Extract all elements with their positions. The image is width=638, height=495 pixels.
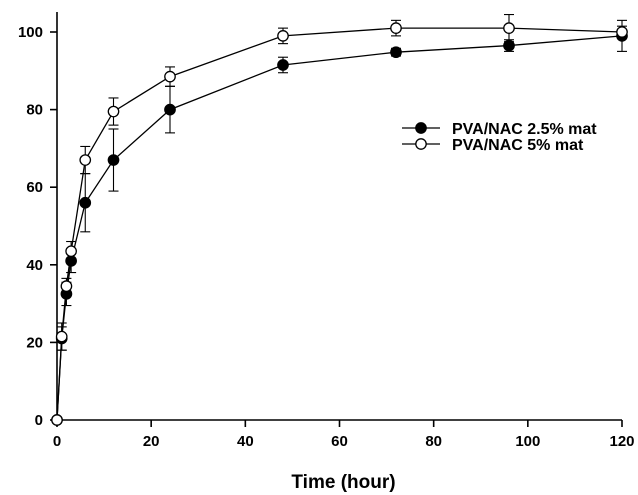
data-point xyxy=(79,196,92,209)
y-tick-label: 40 xyxy=(26,257,43,274)
data-point xyxy=(79,154,92,166)
legend-entry: PVA/NAC 2.5% mat xyxy=(402,121,597,138)
data-point xyxy=(60,280,73,292)
axes xyxy=(56,12,622,421)
data-point xyxy=(390,46,402,59)
x-tick-label: 60 xyxy=(331,433,348,450)
legend-label: PVA/NAC 2.5% mat xyxy=(452,121,597,138)
data-point xyxy=(107,105,120,118)
data-point xyxy=(51,414,63,426)
x-axis-ticks: 0 20 40 60 80 100 120 xyxy=(53,420,635,450)
data-point xyxy=(616,26,628,38)
y-tick-label: 0 xyxy=(35,412,43,429)
y-tick-label: 20 xyxy=(26,334,43,351)
x-tick-label: 0 xyxy=(53,433,61,450)
series-1 xyxy=(51,19,628,426)
data-point xyxy=(107,154,120,166)
x-tick-label: 120 xyxy=(609,433,634,450)
series-line xyxy=(56,27,623,421)
plot-area xyxy=(51,13,628,426)
legend-marker xyxy=(415,122,427,134)
x-tick-label: 80 xyxy=(425,433,442,450)
data-point xyxy=(390,22,402,34)
legend-marker xyxy=(415,138,427,150)
x-tick-label: 100 xyxy=(515,433,540,450)
data-point xyxy=(164,70,176,83)
data-point xyxy=(503,22,515,34)
series-2 xyxy=(51,13,628,426)
x-tick-label: 40 xyxy=(237,433,254,450)
y-tick-label: 60 xyxy=(26,179,43,196)
y-tick-label: 80 xyxy=(26,102,43,119)
x-tick-label: 20 xyxy=(143,433,160,450)
data-point xyxy=(277,59,289,71)
x-axis-title: Time (hour) xyxy=(291,472,395,493)
data-point xyxy=(277,30,289,42)
legend-label: PVA/NAC 5% mat xyxy=(452,137,584,154)
y-tick-label: 100 xyxy=(18,24,43,41)
data-point xyxy=(65,245,77,258)
data-point xyxy=(164,103,176,116)
legend-entry: PVA/NAC 5% mat xyxy=(402,137,584,154)
data-point xyxy=(55,330,68,343)
y-axis-ticks: 0 20 40 60 80 100 xyxy=(18,24,57,429)
